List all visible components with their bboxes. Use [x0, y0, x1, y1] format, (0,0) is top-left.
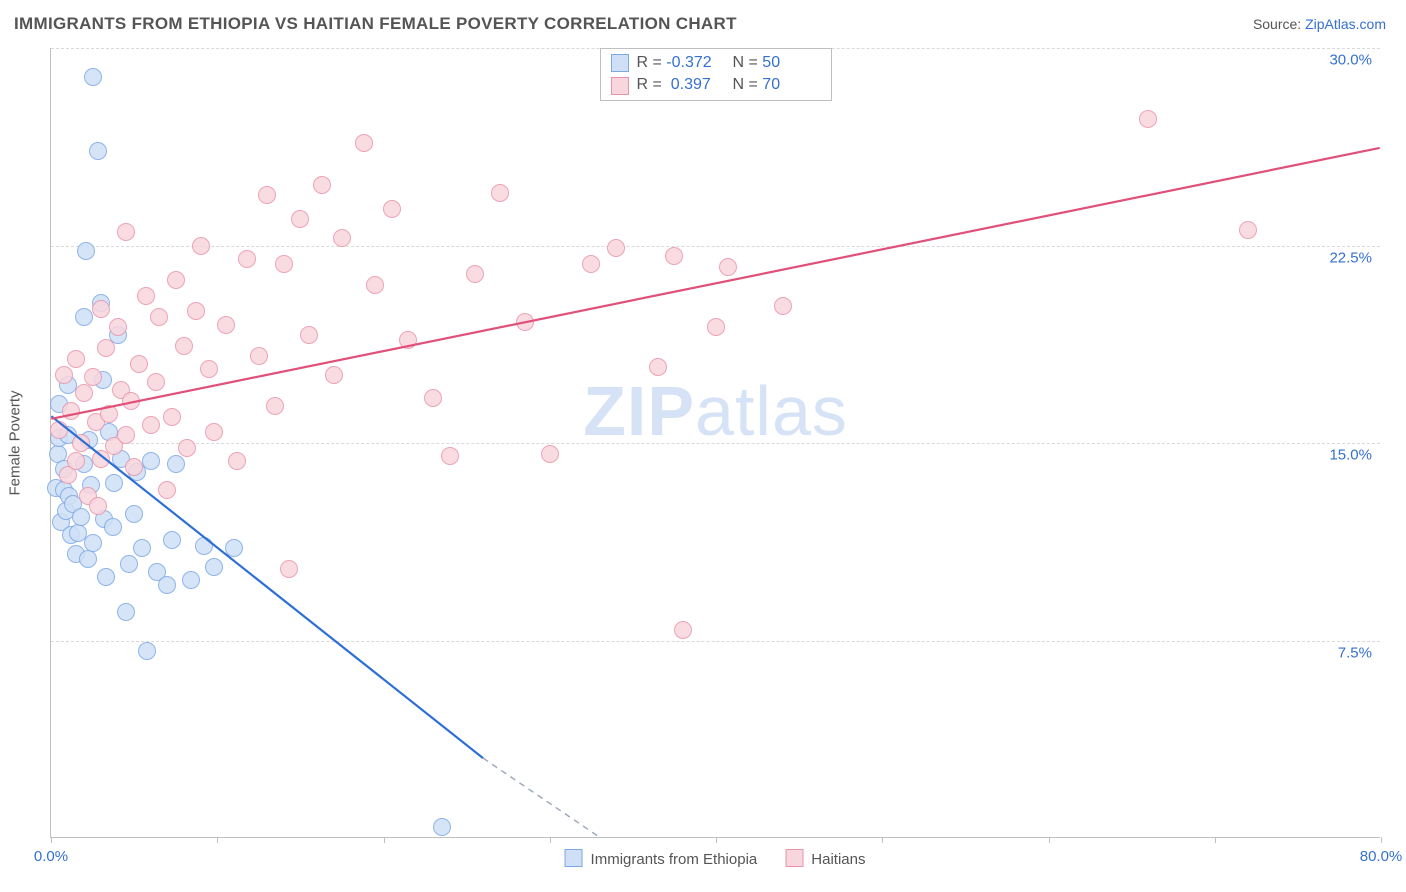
n-value-ethiopia: 50 [762, 54, 780, 71]
xtick-mark [550, 837, 551, 843]
legend-swatch-ethiopia [565, 849, 583, 867]
regression-lines-layer [51, 48, 1380, 837]
xtick-mark [217, 837, 218, 843]
r-value-haitians: 0.397 [671, 76, 711, 93]
correlation-legend: R = -0.372 N = 50 R = 0.397 N = 70 [600, 48, 832, 101]
legend-swatch-haitians [611, 77, 629, 95]
source-attribution: Source: ZipAtlas.com [1253, 16, 1386, 32]
legend-swatch-ethiopia [611, 54, 629, 72]
legend-item-ethiopia: Immigrants from Ethiopia [565, 849, 758, 868]
r-label: R = [637, 54, 662, 71]
legend-row-haitians: R = 0.397 N = 70 [611, 74, 821, 96]
legend-row-ethiopia: R = -0.372 N = 50 [611, 52, 821, 74]
regression-extension-ethiopia [483, 758, 599, 837]
regression-line-ethiopia [51, 416, 483, 758]
xtick-mark [1381, 837, 1382, 843]
legend-swatch-haitians [785, 849, 803, 867]
xtick-mark [882, 837, 883, 843]
chart-header: IMMIGRANTS FROM ETHIOPIA VS HAITIAN FEMA… [0, 0, 1406, 40]
r-label: R = [637, 76, 662, 93]
y-axis-label: Female Poverty [7, 390, 24, 495]
n-label: N = [733, 76, 758, 93]
n-label: N = [733, 54, 758, 71]
legend-item-haitians: Haitians [785, 849, 865, 868]
xtick-mark [384, 837, 385, 843]
series-legend: Immigrants from Ethiopia Haitians [565, 849, 866, 868]
xtick-label-min: 0.0% [34, 848, 68, 865]
xtick-label-max: 80.0% [1360, 848, 1403, 865]
xtick-mark [716, 837, 717, 843]
source-link[interactable]: ZipAtlas.com [1305, 16, 1386, 32]
xtick-mark [1215, 837, 1216, 843]
xtick-mark [51, 837, 52, 843]
legend-label-haitians: Haitians [811, 851, 865, 868]
n-value-haitians: 70 [762, 76, 780, 93]
chart-title: IMMIGRANTS FROM ETHIOPIA VS HAITIAN FEMA… [14, 14, 737, 34]
plot-area: ZIPatlas R = -0.372 N = 50 R = 0.397 N =… [50, 48, 1380, 838]
legend-label-ethiopia: Immigrants from Ethiopia [591, 851, 758, 868]
r-value-ethiopia: -0.372 [666, 54, 711, 71]
source-prefix: Source: [1253, 16, 1305, 32]
regression-line-haitians [51, 148, 1379, 419]
chart-container: ZIPatlas R = -0.372 N = 50 R = 0.397 N =… [50, 48, 1380, 838]
xtick-mark [1049, 837, 1050, 843]
